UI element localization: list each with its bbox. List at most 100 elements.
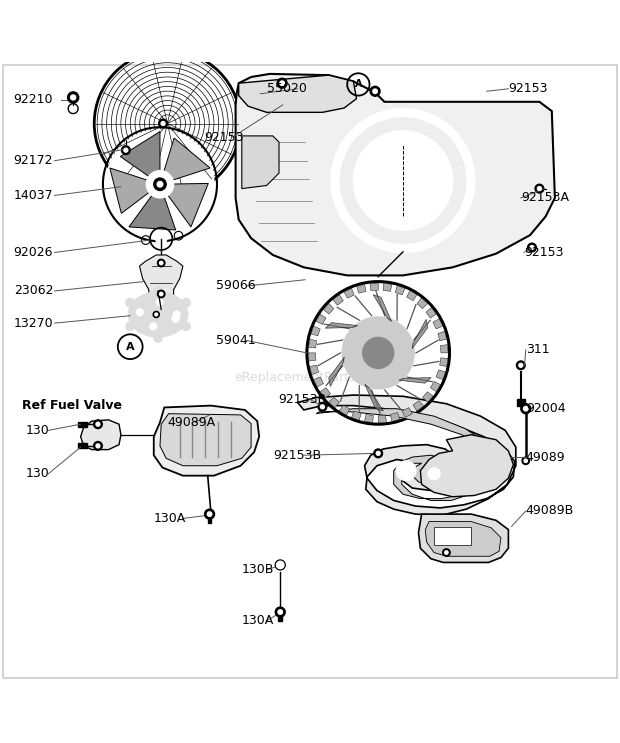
Circle shape [154,178,166,190]
Circle shape [149,322,157,330]
Text: 92153: 92153 [508,82,548,95]
Circle shape [530,245,534,250]
Circle shape [207,512,212,516]
Polygon shape [160,414,251,466]
Circle shape [353,131,453,230]
Polygon shape [81,420,121,450]
Circle shape [519,363,523,367]
Polygon shape [402,408,412,418]
Circle shape [156,299,164,306]
Circle shape [373,89,378,94]
Circle shape [396,461,416,481]
Text: 55020: 55020 [267,82,306,95]
Circle shape [124,148,128,152]
Circle shape [428,467,440,480]
Circle shape [94,420,102,429]
Text: 130B: 130B [242,563,274,577]
Circle shape [154,287,162,295]
Circle shape [374,449,383,458]
Bar [78,444,87,448]
Text: 130A: 130A [154,512,186,525]
Text: 49089A: 49089A [167,416,216,429]
Polygon shape [399,377,431,383]
Polygon shape [440,345,448,353]
Text: Ref Fuel Valve: Ref Fuel Valve [22,399,122,412]
Polygon shape [395,285,405,295]
Polygon shape [120,132,160,178]
Text: 92172: 92172 [14,155,53,167]
Text: 14037: 14037 [14,189,53,202]
Polygon shape [418,514,508,562]
Polygon shape [309,340,317,348]
Circle shape [524,459,528,462]
Text: 311: 311 [526,343,549,357]
Circle shape [535,184,544,193]
Bar [78,422,87,426]
Polygon shape [373,295,392,322]
Text: 130A: 130A [242,614,274,627]
Circle shape [164,33,171,40]
Circle shape [159,119,167,128]
Polygon shape [344,288,354,298]
Polygon shape [426,308,436,318]
Text: 92026: 92026 [14,246,53,259]
Circle shape [126,322,135,331]
Polygon shape [333,295,343,305]
Ellipse shape [129,292,187,337]
Circle shape [182,299,190,307]
Circle shape [443,549,450,557]
Circle shape [205,509,215,519]
Text: 92004: 92004 [526,402,565,415]
Polygon shape [316,314,326,325]
Text: 130: 130 [26,424,50,437]
Circle shape [159,262,163,265]
Circle shape [96,444,100,448]
Polygon shape [425,522,501,557]
Polygon shape [352,411,361,420]
Polygon shape [430,381,440,392]
Polygon shape [434,527,471,545]
Polygon shape [356,285,366,293]
Circle shape [157,259,165,267]
Polygon shape [339,405,350,415]
Text: A: A [126,342,135,351]
Text: A: A [355,80,362,89]
Polygon shape [298,395,516,516]
Polygon shape [365,384,383,411]
Polygon shape [314,377,324,387]
Polygon shape [167,184,208,227]
Text: 92153: 92153 [524,246,564,259]
Polygon shape [378,415,386,423]
Polygon shape [413,400,423,411]
Polygon shape [329,357,344,386]
Polygon shape [436,370,445,380]
Circle shape [280,81,285,85]
Circle shape [173,311,180,318]
Polygon shape [417,298,428,308]
Circle shape [159,292,163,296]
Text: 92153A: 92153A [521,192,569,204]
Circle shape [376,452,380,455]
Text: 23062: 23062 [14,285,53,297]
Circle shape [528,243,536,252]
Circle shape [96,422,100,426]
Polygon shape [412,319,428,348]
Polygon shape [383,283,392,291]
Polygon shape [239,75,356,112]
Polygon shape [110,168,151,213]
Polygon shape [154,406,259,476]
Polygon shape [163,138,210,181]
Text: 59066: 59066 [216,279,255,293]
Text: 49089B: 49089B [526,504,574,518]
Circle shape [155,313,157,316]
Text: 92210: 92210 [14,94,53,106]
Circle shape [153,311,159,317]
Circle shape [122,146,130,155]
Polygon shape [365,415,373,423]
Polygon shape [308,353,316,361]
Polygon shape [391,412,400,421]
Circle shape [154,334,162,343]
Bar [278,609,282,620]
Circle shape [277,78,287,88]
Polygon shape [370,283,378,291]
